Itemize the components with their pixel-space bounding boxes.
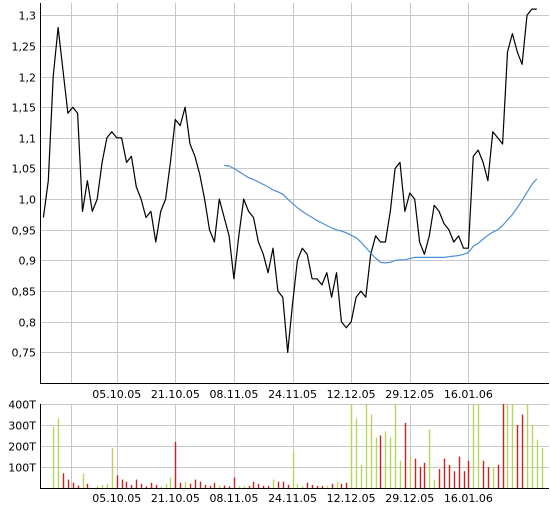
price-y-tick-label: 0,9 [19, 255, 37, 268]
price-x-tick-label: 12.12.05 [327, 388, 376, 401]
volume-x-tick-label: 08.11.05 [209, 492, 258, 505]
volume-x-tick-label: 24.11.05 [268, 492, 317, 505]
volume-y-tick-label: 300T [8, 420, 36, 433]
price-x-tick-label: 08.11.05 [209, 388, 258, 401]
volume-y-tick-label: 400T [8, 399, 36, 412]
price-y-tick-label: 1,2 [19, 72, 37, 85]
moving-average-line [224, 164, 538, 264]
price-y-tick-label: 1,05 [12, 163, 37, 176]
price-y-tick-label: 0,95 [12, 225, 37, 238]
price-y-tick-label: 1,25 [12, 41, 37, 54]
price-x-tick-label: 05.10.05 [92, 388, 141, 401]
price-x-tick-label: 29.12.05 [385, 388, 434, 401]
volume-x-tick-label: 21.10.05 [151, 492, 200, 505]
volume-x-tick-label: 29.12.05 [385, 492, 434, 505]
volume-y-tick-label: 100T [8, 462, 36, 475]
volume-x-tick-label: 16.01.06 [444, 492, 493, 505]
volume-x-tick-label: 05.10.05 [92, 492, 141, 505]
price-y-tick-label: 1,3 [19, 10, 37, 23]
price-y-tick-label: 0,85 [12, 286, 37, 299]
price-series-line [42, 8, 537, 353]
volume-y-tick-label: 200T [8, 441, 36, 454]
price-x-tick-label: 24.11.05 [268, 388, 317, 401]
price-plot-area [40, 3, 549, 383]
price-y-tick-label: 1,0 [19, 194, 37, 207]
price-x-tick-label: 21.10.05 [151, 388, 200, 401]
price-x-tick-label: 16.01.06 [444, 388, 493, 401]
price-y-tick-label: 1,1 [19, 133, 37, 146]
volume-x-tick-label: 12.12.05 [327, 492, 376, 505]
price-y-tick-label: 1,15 [12, 102, 37, 115]
price-y-tick-label: 0,75 [12, 347, 37, 360]
price-y-tick-label: 0,8 [19, 317, 37, 330]
